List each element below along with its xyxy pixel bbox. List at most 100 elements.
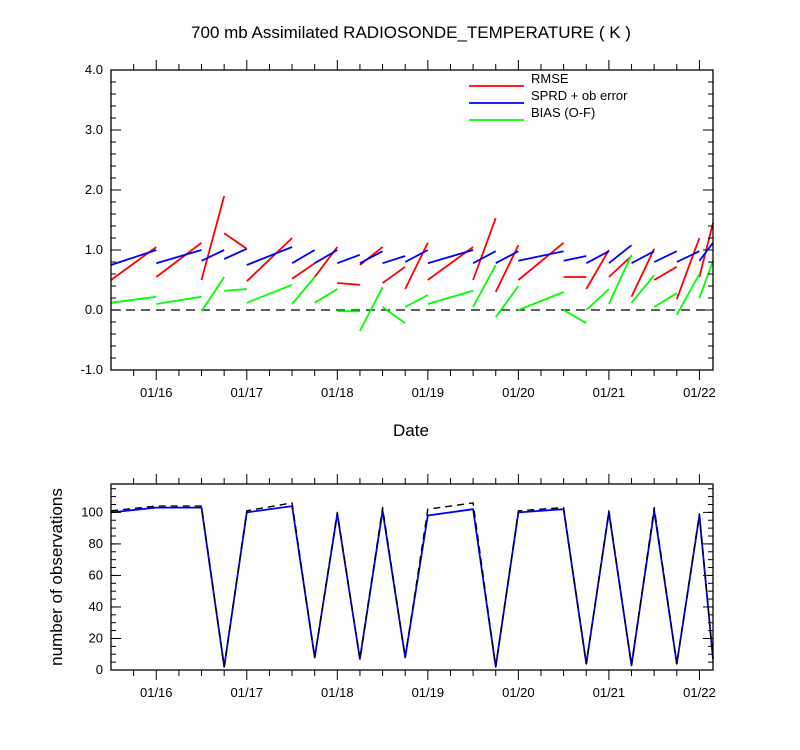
series-rmse-segment	[653, 266, 678, 281]
series-sprd-ob-error-segment	[359, 250, 384, 264]
series-sprd-ob-error-segment	[201, 249, 225, 262]
series-bias-o-f-segment	[563, 309, 587, 324]
series-bias-o-f	[110, 254, 714, 332]
series-rmse-segment	[585, 249, 610, 290]
y-axis-title-observations: number of observations	[47, 488, 66, 666]
legend-label: SPRD + ob error	[531, 88, 628, 103]
series-bias-o-f-segment	[359, 286, 384, 332]
series-sprd-ob-error-segment	[563, 255, 587, 262]
series-assimilated	[110, 505, 714, 668]
y-tick-label: 60	[89, 567, 103, 582]
y-tick-label: 2.0	[85, 182, 103, 197]
legend-label: RMSE	[531, 71, 569, 86]
series-rmse-segment	[223, 232, 248, 250]
x-tick-label: 01/16	[140, 385, 173, 400]
series-bias-o-f-segment	[608, 254, 633, 305]
x-tick-label: 01/16	[140, 685, 173, 700]
x-tick-label: 01/21	[593, 385, 626, 400]
series-bias-o-f-segment	[472, 264, 497, 308]
series-bias-o-f-segment	[427, 289, 474, 305]
series-rmse-segment	[246, 237, 293, 282]
series-sprd-ob-error-segment	[291, 249, 316, 264]
series-bias-o-f-segment	[291, 276, 316, 305]
series-assimilated-line	[110, 505, 714, 668]
series-bias-o-f-segment	[382, 306, 406, 324]
series-bias-o-f-segment	[110, 295, 157, 304]
y-tick-label: 80	[89, 536, 103, 551]
series-rmse-segment	[472, 217, 497, 281]
series-rmse-segment	[608, 255, 633, 278]
y-tick-label: 3.0	[85, 122, 103, 137]
x-tick-label: 01/19	[412, 385, 445, 400]
y-tick-label: 40	[89, 599, 103, 614]
series-sprd-ob-error	[110, 242, 714, 266]
series-bias-o-f-segment	[156, 295, 202, 305]
series-bias-o-f-segment	[246, 283, 293, 304]
series-sprd-ob-error-segment	[223, 247, 248, 260]
chart-title: 700 mb Assimilated RADIOSONDE_TEMPERATUR…	[191, 23, 631, 42]
y-tick-label: 20	[89, 630, 103, 645]
y-tick-label: 0.0	[85, 302, 103, 317]
plot-frame	[110, 483, 714, 671]
series-rmse-segment	[200, 195, 226, 281]
x-tick-label: 01/17	[231, 385, 264, 400]
plot-frame	[110, 69, 714, 371]
x-tick-label: 01/22	[683, 685, 716, 700]
series-sprd-ob-error-segment	[518, 250, 564, 262]
y-tick-label: 1.0	[85, 242, 103, 257]
x-tick-label: 01/17	[231, 685, 264, 700]
series-bias-o-f-segment	[200, 276, 225, 312]
series-sprd-ob-error-segment	[314, 249, 338, 264]
series-sprd-ob-error-segment	[676, 250, 700, 263]
y-tick-label: -1.0	[81, 362, 103, 377]
series-bias-o-f-segment	[494, 285, 520, 318]
series-bias-o-f-segment	[676, 273, 701, 316]
bottom-panel: 0 20 40 60 80 100 01/16 01/17 01/18 01/19 01/20 01/…	[81, 474, 716, 700]
x-tick-label: 01/18	[321, 685, 354, 700]
series-bias-o-f-segment	[404, 294, 429, 308]
series-bias-o-f-segment	[698, 260, 714, 299]
series-bias-o-f-segment	[518, 291, 564, 311]
series-sprd-ob-error-segment	[631, 250, 655, 264]
series-rmse	[110, 195, 714, 300]
series-bias-o-f-segment	[585, 288, 610, 311]
x-tick-label: 01/19	[412, 685, 445, 700]
series-bias-o-f-segment	[314, 288, 338, 304]
x-tick-label: 01/20	[502, 685, 535, 700]
x-tick-label: 01/22	[683, 385, 716, 400]
y-tick-label: 0	[96, 662, 103, 677]
series-sprd-ob-error-segment	[110, 249, 157, 266]
series-rmse-segment	[675, 237, 701, 300]
series-rmse-segment	[630, 248, 656, 298]
x-tick-label: 01/18	[321, 385, 354, 400]
series-sprd-ob-error-segment	[495, 250, 519, 264]
series-rmse-segment	[404, 242, 429, 290]
series-rmse-segment	[517, 242, 565, 281]
legend: RMSE SPRD + ob error BIAS (O-F)	[469, 71, 628, 121]
series-sprd-ob-error-segment	[382, 255, 406, 265]
series-sprd-ob-error-segment	[698, 242, 714, 262]
series-rmse-segment	[337, 282, 360, 286]
x-axis-title: Date	[393, 421, 429, 440]
series-bias-o-f-segment	[653, 292, 678, 308]
x-tick-label: 01/20	[502, 385, 535, 400]
series-sprd-ob-error-segment	[246, 246, 293, 266]
x-tick-label: 01/21	[593, 685, 626, 700]
series-sprd-ob-error-segment	[427, 249, 474, 265]
legend-label: BIAS (O-F)	[531, 105, 595, 120]
series-bias-o-f-segment	[630, 274, 655, 304]
series-sprd-ob-error-segment	[653, 250, 678, 263]
series-rmse-segment	[382, 266, 406, 284]
series-rmse-segment	[155, 242, 203, 278]
y-tick-label: 4.0	[85, 62, 103, 77]
series-sprd-ob-error-segment	[404, 249, 429, 263]
top-panel: -1.0 0.0 1.0 2.0 3.0 4.0 01/16 01/17 01/18 01/19 0…	[81, 60, 716, 400]
series-sprd-ob-error-segment	[156, 249, 202, 265]
series-bias-o-f-segment	[224, 288, 247, 292]
series-sprd-ob-error-segment	[472, 250, 497, 264]
y-tick-label: 100	[81, 504, 103, 519]
series-possible	[110, 502, 714, 668]
series-sprd-ob-error-segment	[585, 250, 610, 264]
series-sprd-ob-error-segment	[336, 253, 361, 265]
